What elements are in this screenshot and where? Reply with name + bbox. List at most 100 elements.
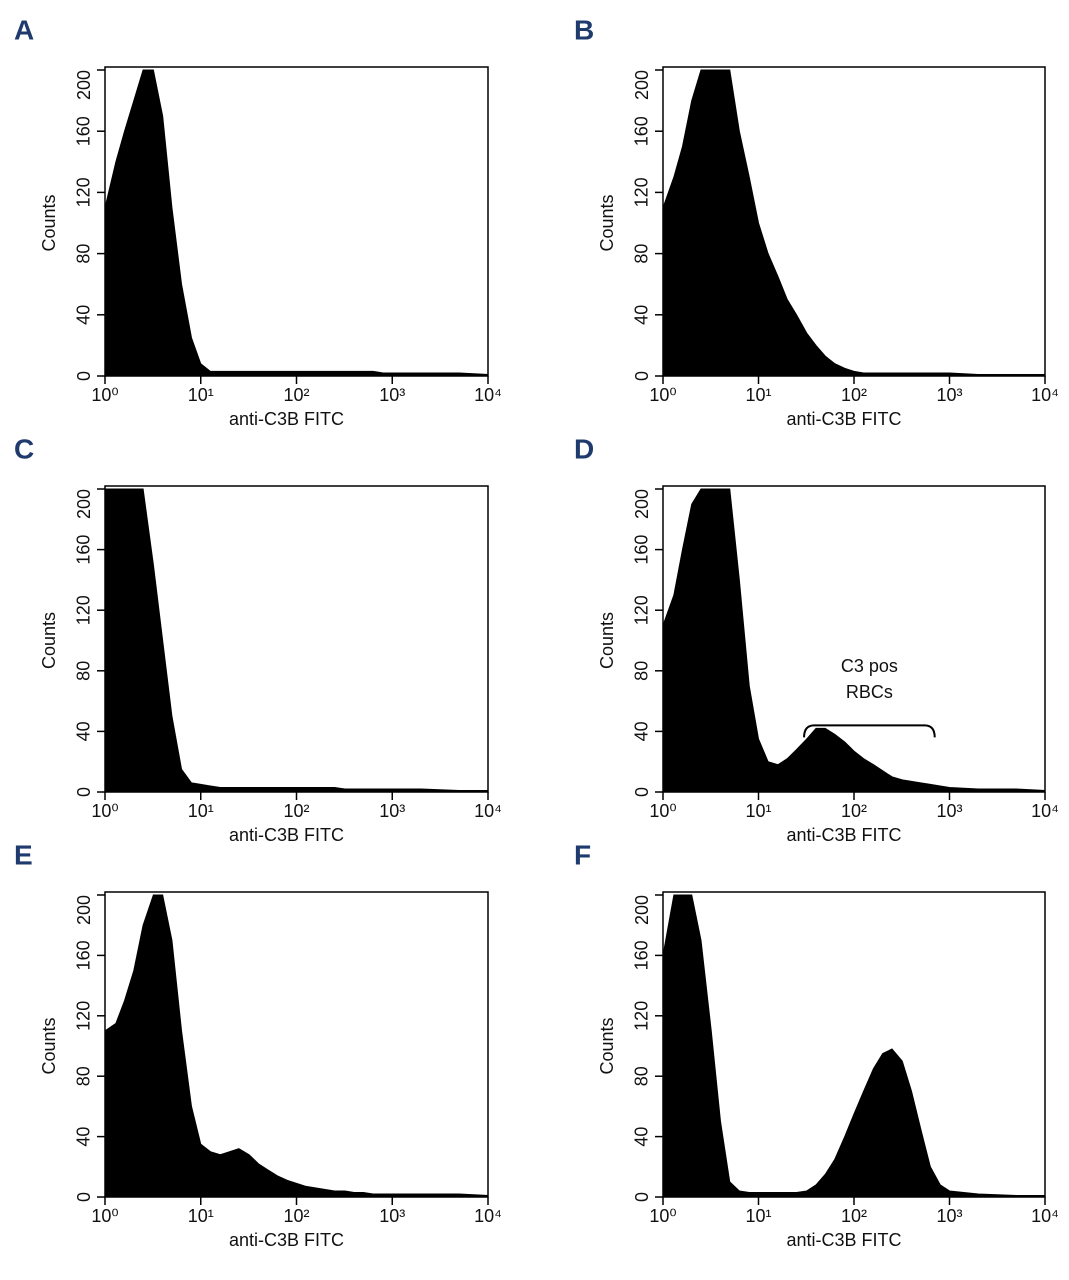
x-tick-label: 10² — [841, 385, 867, 405]
x-axis-label: anti-C3B FITC — [229, 825, 344, 845]
y-tick-label: 0 — [632, 371, 652, 381]
panel: C 0 40 80 120 160 200 10⁰ 10¹ 10² 10³ 10⁴ anti-C3B F… — [14, 433, 502, 844]
y-axis-label: Counts — [597, 612, 617, 669]
y-tick-label: 80 — [632, 244, 652, 264]
x-tick-label: 10⁴ — [474, 385, 502, 405]
y-tick-label: 160 — [74, 940, 94, 970]
y-tick-label: 0 — [632, 1192, 652, 1202]
y-tick-label: 40 — [74, 305, 94, 325]
x-tick-label: 10⁴ — [1031, 385, 1059, 405]
histogram — [662, 488, 1046, 793]
x-tick-label: 10² — [283, 1206, 309, 1226]
y-tick-label: 200 — [632, 895, 652, 925]
y-axis-label: Counts — [597, 1017, 617, 1074]
x-tick-label: 10² — [283, 801, 309, 821]
histogram — [104, 69, 489, 377]
x-axis-label: anti-C3B FITC — [229, 1230, 344, 1250]
x-tick-label: 10⁴ — [1031, 1206, 1059, 1226]
x-tick-label: 10⁰ — [91, 1206, 118, 1226]
x-tick-label: 10² — [841, 801, 867, 821]
y-axis-label: Counts — [597, 194, 617, 251]
histogram — [104, 894, 489, 1198]
y-tick-label: 0 — [74, 1192, 94, 1202]
x-tick-label: 10¹ — [745, 1206, 771, 1226]
x-axis-label: anti-C3B FITC — [229, 409, 344, 429]
x-tick-label: 10³ — [379, 1206, 405, 1226]
x-axis-label: anti-C3B FITC — [786, 409, 901, 429]
histogram — [662, 69, 1046, 377]
panel-label: E — [14, 839, 33, 870]
x-axis-label: anti-C3B FITC — [786, 1230, 901, 1250]
y-tick-label: 160 — [74, 535, 94, 565]
y-tick-label: 40 — [632, 721, 652, 741]
panel-label: D — [574, 433, 594, 464]
x-tick-label: 10³ — [936, 1206, 962, 1226]
x-tick-label: 10¹ — [188, 385, 214, 405]
y-axis-label: Counts — [39, 612, 59, 669]
y-tick-label: 200 — [632, 489, 652, 519]
x-tick-label: 10⁴ — [474, 1206, 502, 1226]
y-tick-label: 80 — [74, 661, 94, 681]
x-tick-label: 10¹ — [188, 801, 214, 821]
panel: D 0 40 80 120 160 200 10⁰ 10¹ 10² 10³ 10⁴ anti-C3B F… — [574, 433, 1059, 844]
y-tick-label: 0 — [74, 371, 94, 381]
panel-label: C — [14, 433, 34, 464]
panel-label: B — [574, 14, 594, 45]
x-tick-label: 10¹ — [745, 385, 771, 405]
y-axis-label: Counts — [39, 194, 59, 251]
y-tick-label: 120 — [74, 595, 94, 625]
panel: F 0 40 80 120 160 200 10⁰ 10¹ 10² 10³ 10⁴ anti-C3B F… — [574, 839, 1059, 1249]
y-tick-label: 120 — [632, 1001, 652, 1031]
y-tick-label: 160 — [632, 116, 652, 146]
x-tick-label: 10⁴ — [1031, 801, 1059, 821]
y-tick-label: 120 — [632, 595, 652, 625]
y-tick-label: 40 — [74, 721, 94, 741]
x-axis-label: anti-C3B FITC — [786, 825, 901, 845]
x-tick-label: 10⁴ — [474, 801, 502, 821]
y-tick-label: 80 — [632, 661, 652, 681]
annotation: RBCs — [846, 682, 893, 702]
y-tick-label: 80 — [74, 1066, 94, 1086]
x-tick-label: 10² — [283, 385, 309, 405]
x-tick-label: 10³ — [936, 385, 962, 405]
y-tick-label: 0 — [74, 787, 94, 797]
y-tick-label: 200 — [74, 895, 94, 925]
x-tick-label: 10¹ — [188, 1206, 214, 1226]
y-tick-label: 160 — [74, 116, 94, 146]
y-tick-label: 40 — [632, 305, 652, 325]
y-tick-label: 0 — [632, 787, 652, 797]
y-tick-label: 80 — [632, 1066, 652, 1086]
x-tick-label: 10⁰ — [91, 385, 118, 405]
x-tick-label: 10⁰ — [649, 1206, 676, 1226]
y-tick-label: 200 — [632, 70, 652, 100]
y-tick-label: 120 — [632, 177, 652, 207]
x-tick-label: 10³ — [379, 385, 405, 405]
x-tick-label: 10² — [841, 1206, 867, 1226]
y-tick-label: 200 — [74, 489, 94, 519]
y-tick-label: 120 — [74, 177, 94, 207]
y-tick-label: 160 — [632, 535, 652, 565]
x-tick-label: 10¹ — [745, 801, 771, 821]
panel: E 0 40 80 120 160 200 10⁰ 10¹ 10² 10³ 10⁴ anti-C3B F… — [14, 839, 502, 1249]
panel: A 0 40 80 120 160 200 10⁰ 10¹ 10² 10³ 10⁴ anti-C3B F… — [14, 14, 502, 428]
panel: B 0 40 80 120 160 200 10⁰ 10¹ 10² 10³ 10⁴ anti-C3B F… — [574, 14, 1059, 428]
bracket — [803, 724, 936, 738]
x-tick-label: 10⁰ — [91, 801, 118, 821]
annotation: C3 pos — [841, 656, 898, 676]
x-tick-label: 10³ — [379, 801, 405, 821]
panel-label: F — [574, 839, 591, 870]
y-tick-label: 40 — [74, 1127, 94, 1147]
histogram — [662, 894, 1046, 1198]
panel-label: A — [14, 14, 34, 45]
y-tick-label: 200 — [74, 70, 94, 100]
x-tick-label: 10⁰ — [649, 385, 676, 405]
x-tick-label: 10⁰ — [649, 801, 676, 821]
x-tick-label: 10³ — [936, 801, 962, 821]
histogram — [104, 488, 489, 793]
y-tick-label: 40 — [632, 1127, 652, 1147]
y-axis-label: Counts — [39, 1017, 59, 1074]
y-tick-label: 80 — [74, 244, 94, 264]
y-tick-label: 160 — [632, 940, 652, 970]
y-tick-label: 120 — [74, 1001, 94, 1031]
